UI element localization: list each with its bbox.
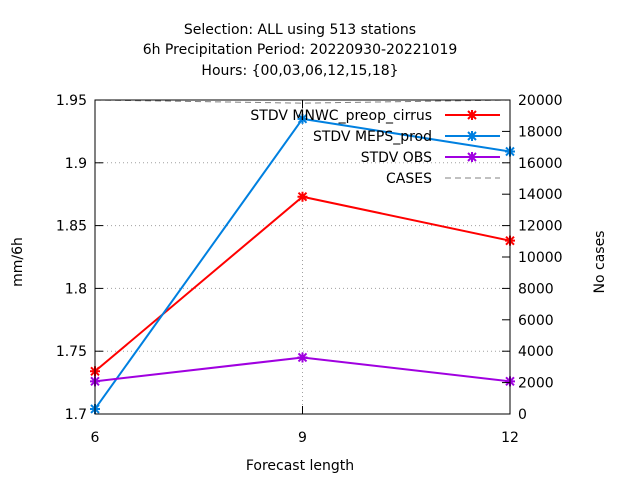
y2-tick-label: 16000 (518, 156, 563, 172)
y2-tick-label: 6000 (518, 313, 554, 329)
y-tick-label: 1.7 (65, 407, 87, 423)
chart-title: Selection: ALL using 513 stations 6h Pre… (143, 22, 458, 79)
y-tick-label: 1.85 (56, 219, 87, 235)
legend-label: STDV MNWC_preop_cirrus (250, 108, 432, 124)
data-point (297, 191, 308, 202)
y-tick-label: 1.8 (65, 281, 87, 297)
data-point (297, 113, 308, 124)
y-tick-label: 1.75 (56, 344, 87, 360)
title-line-2: 6h Precipitation Period: 20220930-202210… (143, 42, 458, 58)
y2-tick-label: 4000 (518, 344, 554, 360)
legend-marker (467, 110, 477, 120)
legend-label: STDV OBS (361, 150, 432, 166)
y2-tick-label: 0 (518, 407, 527, 423)
y-tick-label: 1.95 (56, 93, 87, 109)
series-line-3 (94, 99, 511, 104)
grid (95, 100, 510, 414)
legend-label: CASES (386, 171, 432, 187)
title-line-1: Selection: ALL using 513 stations (184, 22, 416, 38)
x-tick-label: 6 (91, 430, 100, 446)
x-tick-label: 12 (501, 430, 519, 446)
title-line-3: Hours: {00,03,06,12,15,18} (201, 63, 398, 79)
y2-tick-label: 10000 (518, 250, 563, 266)
x-axis-label: Forecast length (246, 458, 354, 474)
y2-tick-label: 18000 (518, 124, 563, 140)
data-point (297, 352, 308, 363)
y2-tick-label: 2000 (518, 376, 554, 392)
legend-marker (467, 131, 477, 141)
y-axis-label: mm/6h (10, 237, 26, 287)
axis-ticks: 1.7 1.75 1.8 1.85 1.9 1.95 0 2000 4000 6000 8000 10… (56, 93, 563, 446)
legend: STDV MNWC_preop_cirrus STDV MEPS_prod STDV… (250, 108, 500, 187)
x-tick-label: 9 (298, 430, 307, 446)
y2-tick-label: 8000 (518, 281, 554, 297)
y-tick-label: 1.9 (65, 156, 87, 172)
y2-tick-label: 14000 (518, 187, 563, 203)
y2-tick-label: 12000 (518, 219, 563, 235)
y2-tick-label: 20000 (518, 93, 563, 109)
legend-label: STDV MEPS_prod (313, 129, 432, 145)
legend-marker (467, 152, 477, 162)
y2-axis-label: No cases (592, 231, 608, 294)
